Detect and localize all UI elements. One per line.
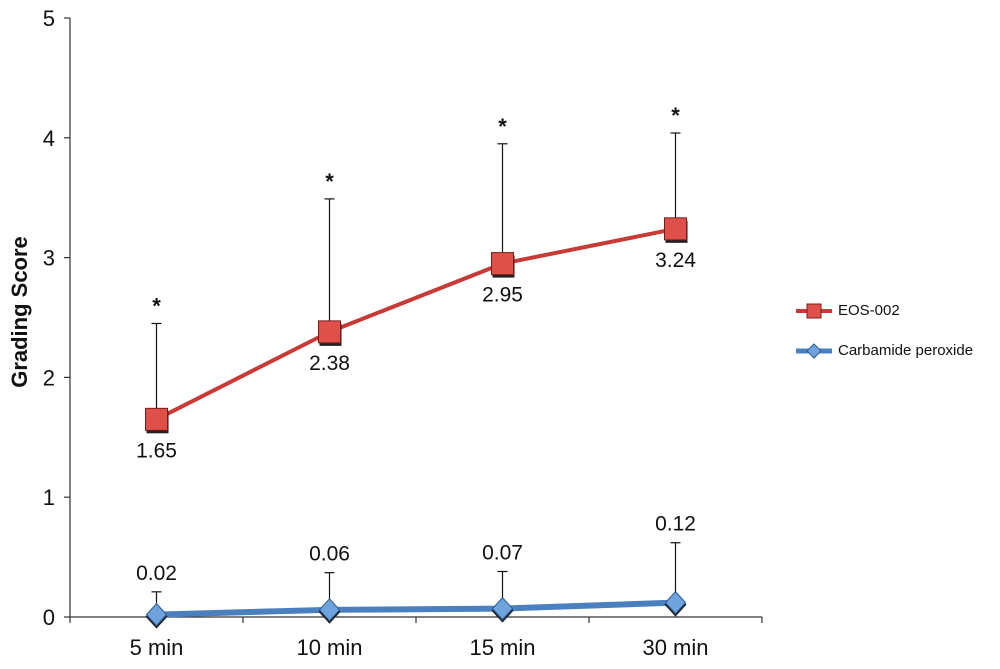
data-label: 0.06 (309, 543, 350, 566)
error-bars: * * * * (151, 103, 681, 615)
data-point-marker (491, 252, 514, 276)
data-point-marker (318, 320, 341, 344)
data-point-marker (664, 590, 687, 615)
y-tick-label: 5 (43, 6, 55, 31)
x-axis-ticks: 5 min 10 min 15 min 30 min (69, 617, 763, 660)
significance-marker: * (325, 169, 334, 194)
legend: EOS-002 Carbamide peroxide (794, 300, 1000, 380)
y-tick-label: 2 (43, 365, 55, 390)
data-point-marker (145, 602, 168, 627)
significance-marker: * (152, 293, 161, 318)
y-tick-label: 0 (43, 605, 55, 630)
series-markers (145, 217, 688, 629)
x-tick-label: 30 min (642, 635, 708, 660)
legend-label: EOS-002 (838, 302, 900, 319)
legend-item-carbamide-peroxide: Carbamide peroxide (794, 340, 1000, 362)
data-label: 0.02 (136, 562, 177, 585)
significance-marker: * (498, 114, 507, 139)
legend-item-eos-002: EOS-002 (794, 300, 1000, 322)
series-lines (155, 226, 676, 618)
data-label: 1.65 (136, 439, 177, 462)
legend-swatch-diamond-icon (796, 343, 832, 359)
data-label: 2.95 (482, 284, 523, 307)
y-tick-label: 1 (43, 485, 55, 510)
series-line (155, 226, 676, 422)
y-axis-ticks: 0 1 2 3 4 5 (43, 6, 70, 630)
y-axis-label: Grading Score (7, 236, 32, 388)
data-labels: 1.65 2.38 2.95 3.24 0.02 0.06 0.07 0.12 (136, 249, 696, 585)
x-tick-label: 10 min (296, 635, 362, 660)
series-line (156, 599, 676, 618)
significance-marker: * (671, 103, 680, 128)
data-point-marker (491, 596, 514, 621)
data-label: 2.38 (309, 352, 350, 375)
legend-label: Carbamide peroxide (838, 342, 974, 359)
x-tick-label: 15 min (469, 635, 535, 660)
legend-swatch-square-icon (796, 303, 832, 319)
data-label: 3.24 (655, 249, 696, 272)
y-tick-label: 3 (43, 246, 55, 271)
data-label: 0.07 (482, 541, 523, 564)
data-point-marker (664, 217, 687, 241)
data-label: 0.12 (655, 513, 696, 536)
y-tick-label: 4 (43, 126, 55, 151)
data-point-marker (318, 598, 341, 622)
x-tick-label: 5 min (130, 635, 184, 660)
data-point-marker (145, 407, 168, 431)
